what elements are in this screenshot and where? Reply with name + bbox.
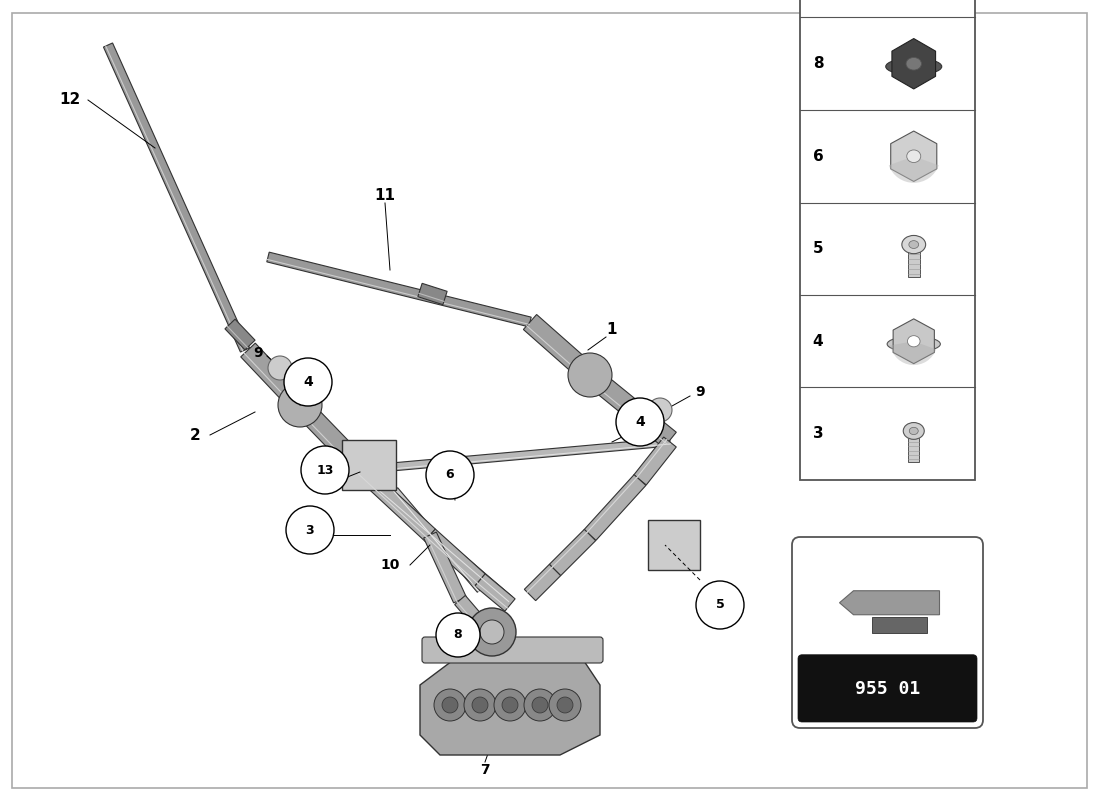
Polygon shape (241, 343, 307, 412)
Polygon shape (892, 38, 936, 89)
Text: 8: 8 (453, 629, 462, 642)
Circle shape (468, 608, 516, 656)
Wedge shape (890, 342, 936, 365)
Ellipse shape (910, 427, 918, 434)
Polygon shape (267, 252, 531, 327)
Polygon shape (354, 464, 436, 541)
Ellipse shape (886, 58, 942, 75)
Circle shape (532, 697, 548, 713)
FancyBboxPatch shape (792, 537, 983, 728)
Circle shape (616, 398, 664, 446)
Text: 13: 13 (317, 463, 333, 477)
Text: 955 01: 955 01 (855, 680, 920, 698)
Circle shape (648, 398, 672, 422)
Circle shape (284, 358, 332, 406)
Circle shape (494, 689, 526, 721)
Text: 5: 5 (716, 598, 725, 611)
Wedge shape (889, 156, 938, 183)
Polygon shape (358, 438, 670, 474)
Polygon shape (648, 520, 700, 570)
Text: 6: 6 (813, 149, 824, 164)
Polygon shape (454, 595, 495, 639)
FancyBboxPatch shape (422, 637, 603, 663)
Text: 9: 9 (695, 385, 705, 399)
Polygon shape (424, 532, 466, 603)
Ellipse shape (903, 422, 924, 439)
Circle shape (434, 689, 466, 721)
FancyBboxPatch shape (800, 0, 975, 480)
Text: 9: 9 (253, 346, 263, 360)
Text: 1: 1 (607, 322, 617, 338)
Polygon shape (425, 529, 485, 586)
Circle shape (442, 697, 458, 713)
Circle shape (557, 697, 573, 713)
Circle shape (568, 353, 612, 397)
Circle shape (524, 689, 556, 721)
Circle shape (436, 613, 480, 657)
Circle shape (502, 697, 518, 713)
Circle shape (549, 689, 581, 721)
Polygon shape (420, 655, 600, 755)
Text: 11: 11 (374, 187, 396, 202)
Text: 12: 12 (59, 93, 80, 107)
Text: 7: 7 (481, 763, 490, 777)
Bar (908, 249, 920, 277)
Text: 6: 6 (446, 469, 454, 482)
Circle shape (286, 506, 334, 554)
Circle shape (278, 383, 322, 427)
Polygon shape (525, 564, 561, 601)
Text: 4: 4 (635, 415, 645, 429)
Circle shape (464, 689, 496, 721)
Polygon shape (634, 437, 676, 485)
Ellipse shape (906, 58, 922, 70)
Bar (909, 434, 920, 462)
Polygon shape (293, 398, 365, 472)
Polygon shape (839, 590, 939, 614)
FancyBboxPatch shape (798, 654, 977, 722)
Ellipse shape (909, 241, 918, 249)
Ellipse shape (906, 150, 921, 162)
Text: 5: 5 (813, 242, 823, 256)
Polygon shape (393, 488, 483, 592)
Polygon shape (342, 440, 396, 490)
Circle shape (696, 581, 744, 629)
Polygon shape (584, 474, 646, 540)
Text: 4: 4 (304, 375, 312, 389)
Polygon shape (418, 283, 447, 305)
Polygon shape (549, 530, 596, 576)
Circle shape (426, 451, 474, 499)
Polygon shape (367, 477, 513, 603)
Polygon shape (224, 319, 255, 350)
Text: 2: 2 (189, 427, 200, 442)
Circle shape (472, 697, 488, 713)
Polygon shape (524, 314, 596, 382)
Ellipse shape (888, 336, 940, 352)
Polygon shape (891, 131, 937, 182)
Text: 8: 8 (813, 56, 823, 71)
Text: 10: 10 (381, 558, 399, 572)
Polygon shape (871, 617, 926, 633)
Circle shape (268, 356, 292, 380)
Circle shape (480, 620, 504, 644)
Text: 3: 3 (306, 523, 315, 537)
Text: 4: 4 (813, 334, 823, 349)
Polygon shape (584, 367, 676, 448)
Ellipse shape (908, 336, 920, 347)
Polygon shape (475, 574, 515, 611)
Circle shape (301, 446, 349, 494)
Ellipse shape (902, 235, 926, 254)
Polygon shape (103, 43, 250, 352)
Text: 3: 3 (813, 426, 823, 442)
Polygon shape (893, 319, 934, 364)
